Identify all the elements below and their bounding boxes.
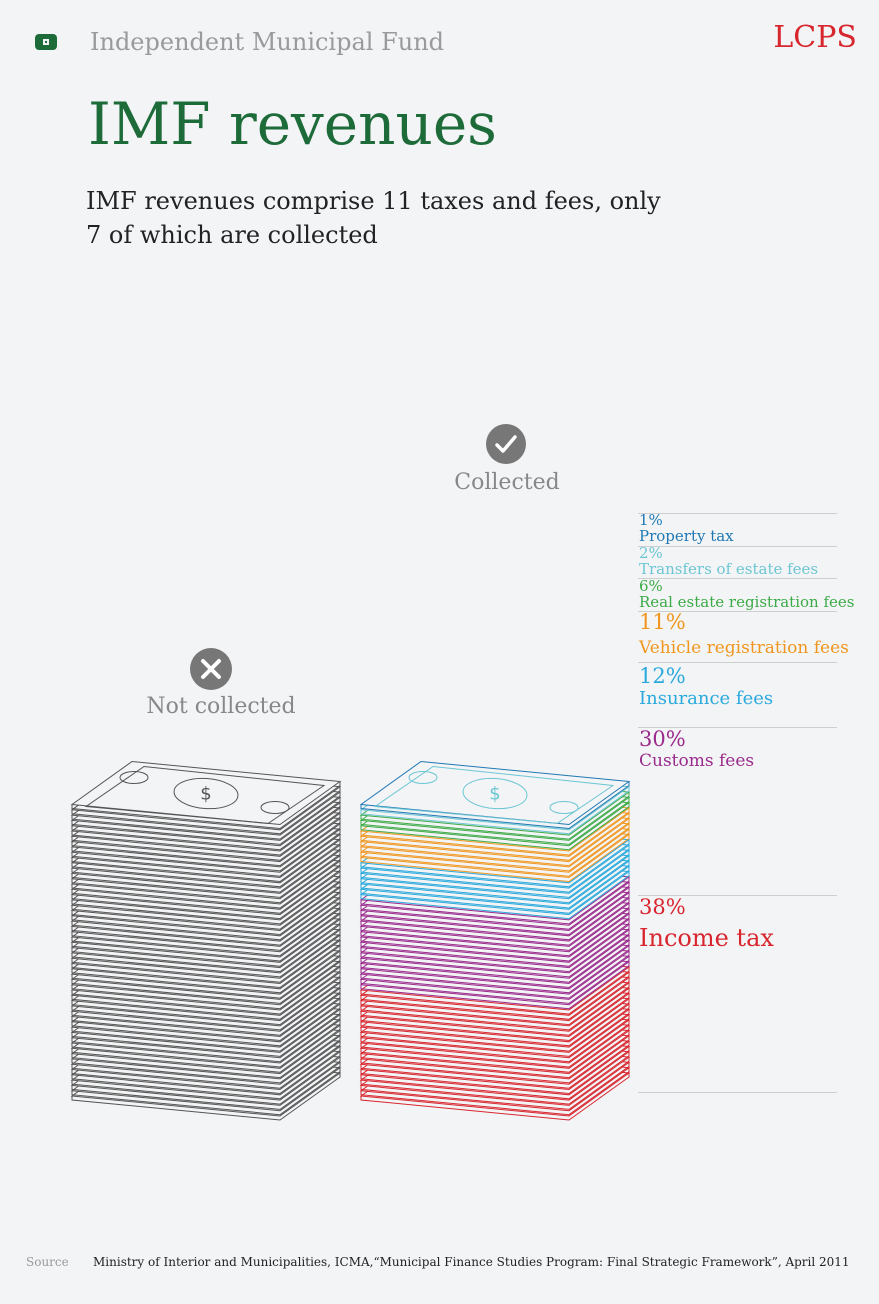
legend-percentage: 11%	[639, 610, 686, 634]
legend-baseline	[638, 1092, 837, 1093]
x-circle-icon	[190, 648, 232, 690]
legend-series-name: Real estate registration fees	[639, 593, 855, 611]
legend-series-name: Property tax	[639, 527, 734, 545]
legend-divider	[638, 578, 837, 579]
legend-series-name: Income tax	[639, 924, 774, 952]
collected-label: Collected	[454, 470, 560, 495]
section-name: Independent Municipal Fund	[90, 28, 445, 56]
legend-series-name: Customs fees	[639, 751, 755, 771]
legend-percentage: 6%	[639, 577, 663, 595]
legend-divider	[638, 727, 837, 728]
legend-divider	[638, 662, 837, 663]
brand-logo: LCPS	[773, 20, 857, 55]
dollar-bill-face-icon: $	[373, 765, 615, 825]
legend-divider	[638, 546, 837, 547]
treasure-chest-icon	[35, 34, 57, 50]
legend-percentage: 12%	[639, 664, 686, 688]
legend-series-name: Transfers of estate fees	[639, 560, 819, 578]
legend-series-name: Insurance fees	[639, 688, 774, 709]
legend-divider	[638, 513, 837, 514]
legend-percentage: 38%	[639, 895, 686, 919]
not-collected-label: Not collected	[146, 694, 296, 719]
dollar-sign-icon: $	[200, 784, 211, 805]
dollar-sign-icon: $	[489, 784, 500, 805]
page-title: IMF revenues	[88, 90, 497, 158]
page-subtitle: IMF revenues comprise 11 taxes and fees,…	[86, 187, 661, 249]
source-text: Ministry of Interior and Municipalities,…	[93, 1255, 850, 1269]
check-circle-icon	[486, 424, 526, 464]
legend-percentage: 30%	[639, 727, 686, 751]
legend-divider	[638, 895, 837, 896]
legend-percentage: 2%	[639, 544, 663, 562]
dollar-bill-face-icon: $	[84, 765, 326, 825]
legend-divider	[638, 611, 837, 612]
source-label: Source	[26, 1255, 69, 1269]
legend-percentage: 1%	[639, 511, 663, 529]
legend-series-name: Vehicle registration fees	[639, 638, 849, 658]
